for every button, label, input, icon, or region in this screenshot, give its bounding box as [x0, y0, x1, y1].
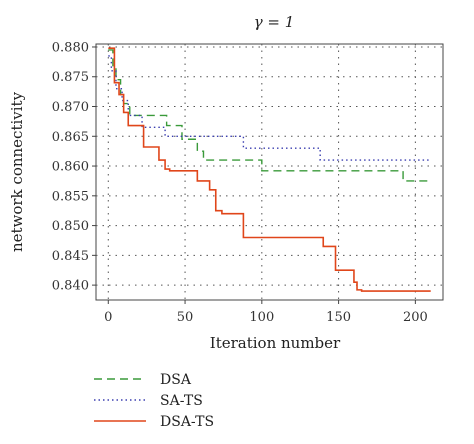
y-tick-label: 0.850: [52, 219, 89, 234]
grid: [96, 44, 443, 300]
y-tick-label: 0.875: [52, 70, 89, 85]
x-tick-label: 0: [104, 310, 112, 325]
x-tick-label: 100: [249, 310, 274, 325]
series-lines: [108, 47, 431, 292]
axis-ticks: 0 50 100 150 200 0.840 0.845 0.850 0.855 0.860 0.8…: [52, 40, 428, 325]
y-tick-label: 0.855: [52, 189, 89, 204]
y-tick-label: 0.870: [52, 100, 89, 115]
chart-title: γ = 1: [254, 13, 295, 31]
x-tick-label: 150: [326, 310, 351, 325]
plot-frame: [95, 43, 444, 301]
series-line-sa-ts: [108, 55, 431, 161]
x-axis-title: Iteration number: [210, 334, 341, 352]
legend-label-dsa-ts: DSA-TS: [160, 414, 214, 430]
legend-label-sa-ts: SA-TS: [160, 393, 203, 409]
y-tick-label: 0.865: [52, 130, 89, 145]
y-tick-label: 0.845: [52, 249, 89, 264]
y-tick-label: 0.880: [52, 40, 89, 55]
legend: DSA SA-TS DSA-TS: [94, 372, 214, 430]
series-line-dsa-ts: [108, 47, 431, 292]
y-tick-label: 0.840: [52, 279, 89, 294]
x-tick-label: 200: [403, 310, 428, 325]
y-axis-title: network connectivity: [8, 91, 26, 252]
x-tick-label: 50: [177, 310, 194, 325]
legend-label-dsa: DSA: [160, 372, 192, 388]
y-tick-label: 0.860: [52, 160, 89, 175]
series-line-dsa: [108, 49, 431, 182]
